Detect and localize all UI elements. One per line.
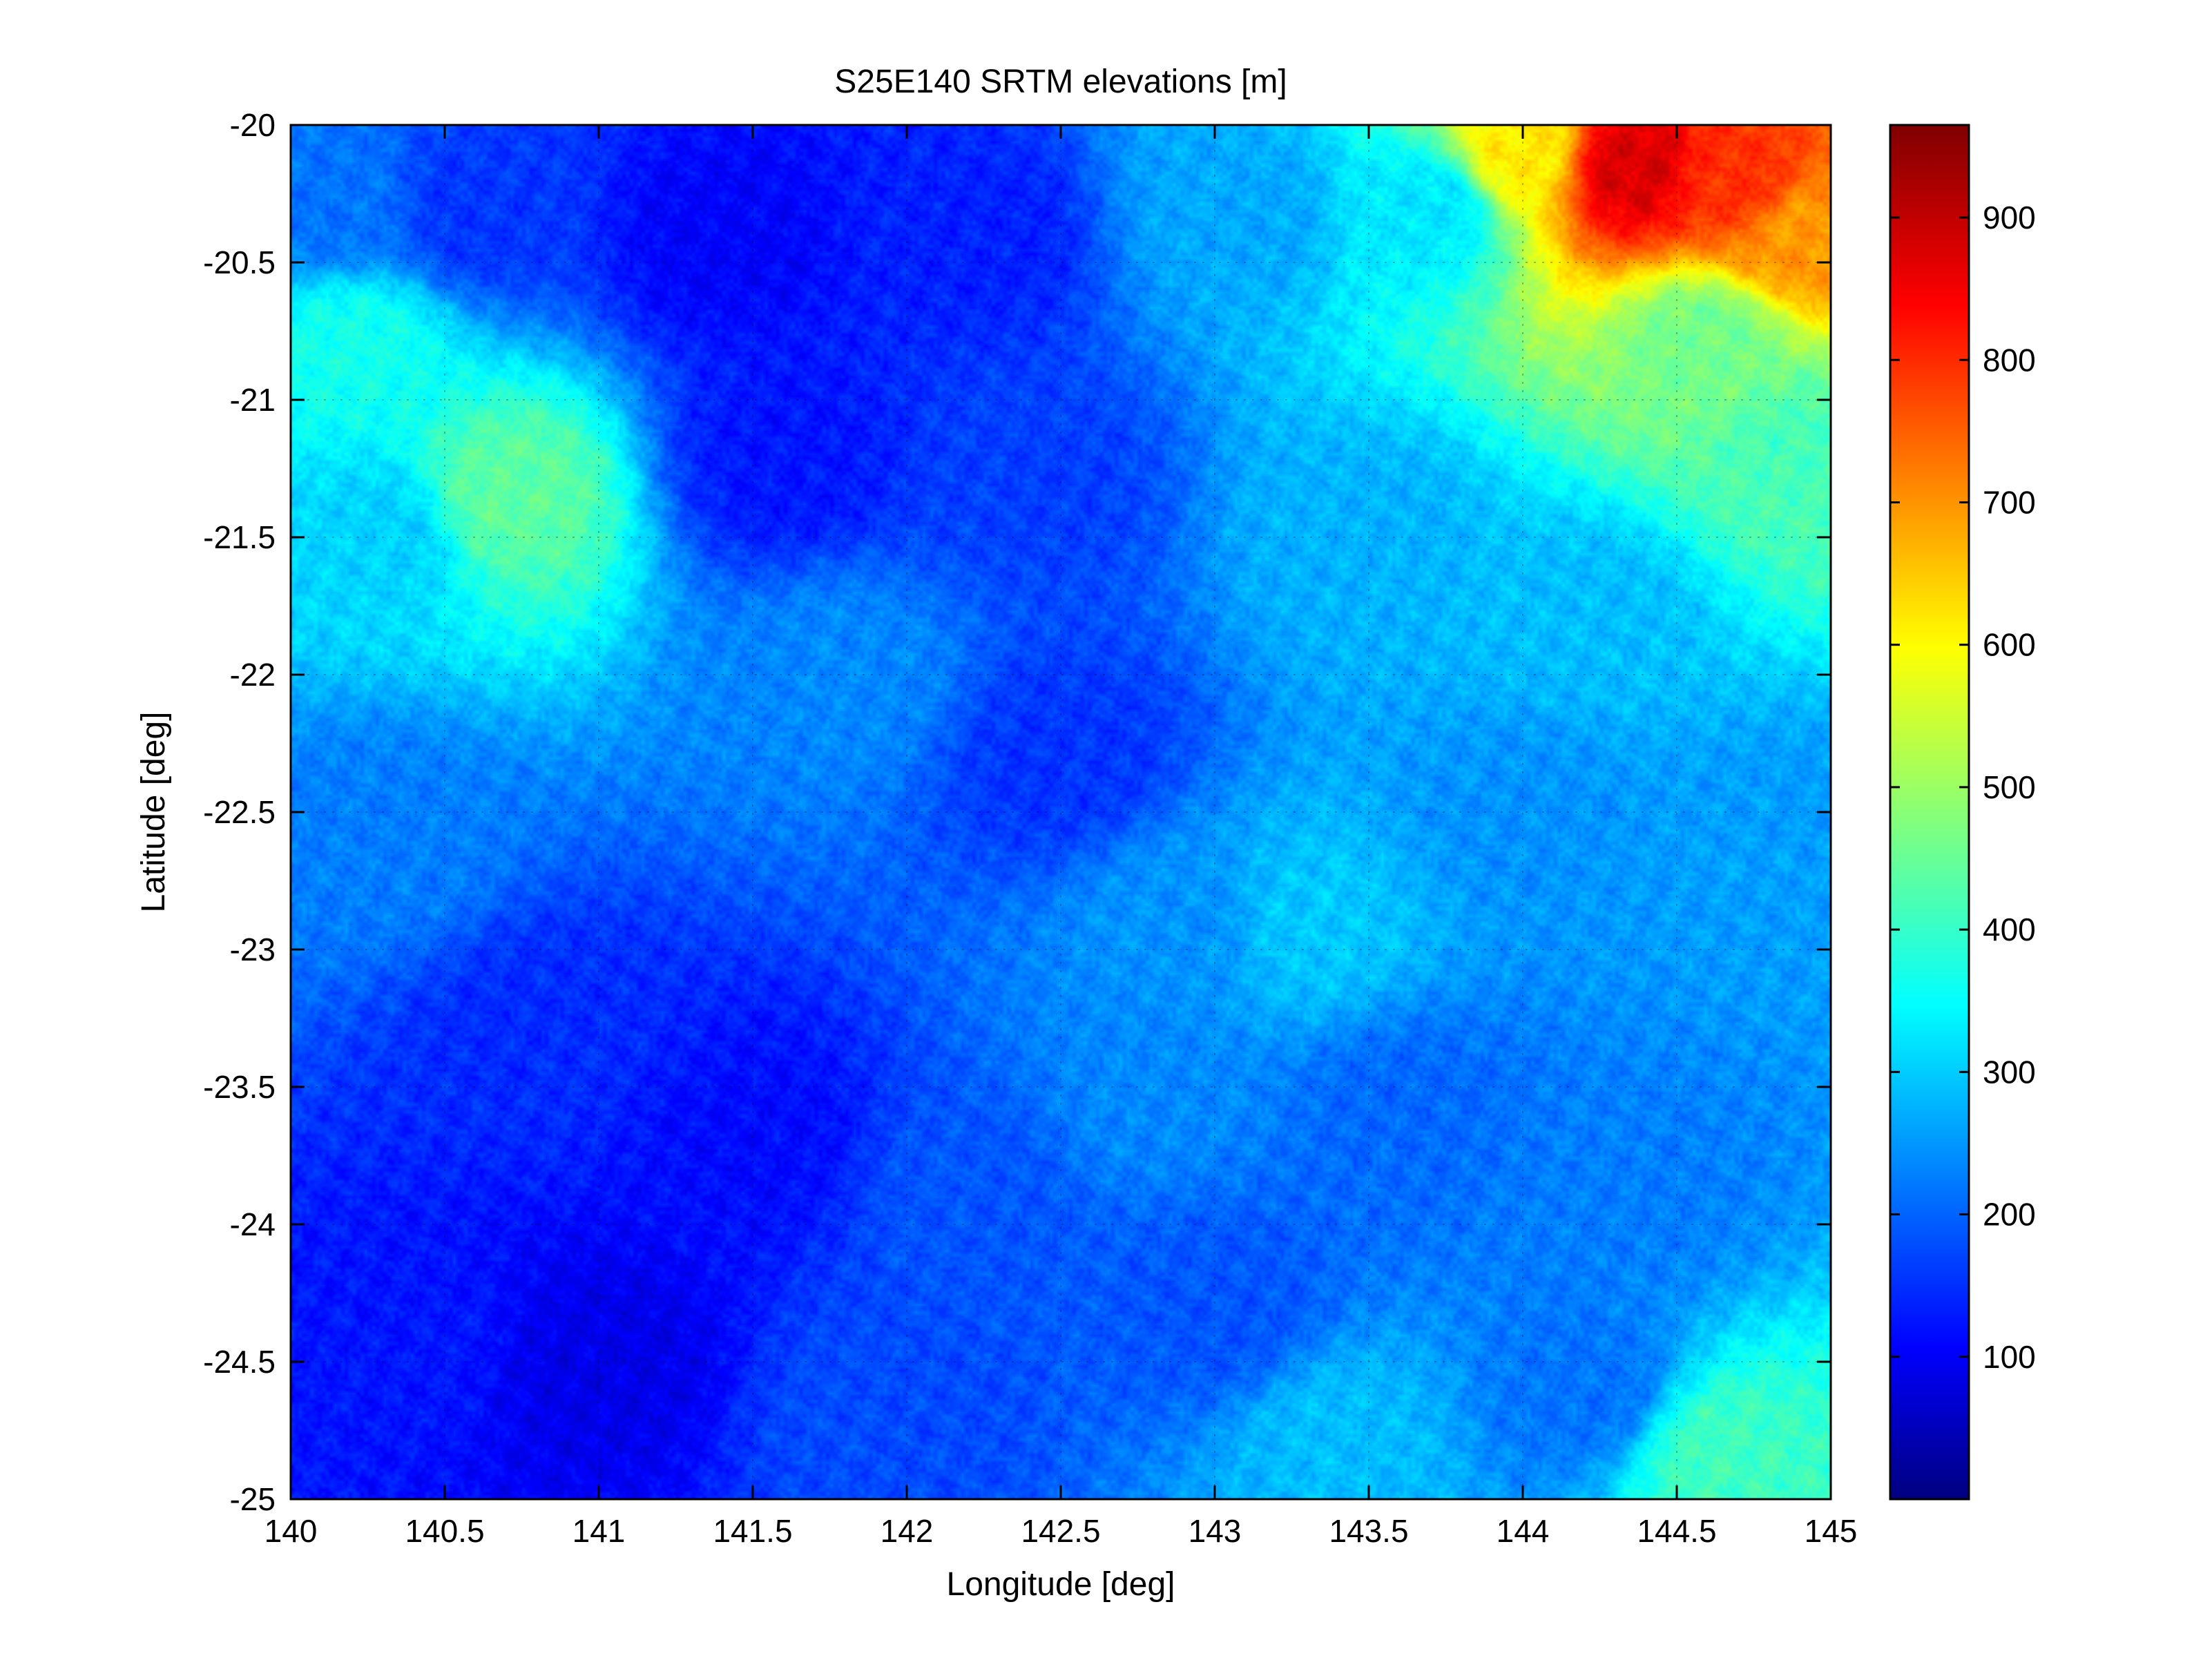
x-tick-label: 143.5 [1329, 1513, 1408, 1549]
colorbar-frame [1889, 124, 1970, 1501]
y-tick-label: -24.5 [203, 1344, 276, 1380]
y-tick-label: -22 [230, 657, 276, 693]
y-axis-ticks: -20 -20.5 -21 -21.5 -22 -22.5 -23 -23.5 -24 -24.5… [203, 107, 1831, 1517]
x-tick-label: 144 [1497, 1513, 1550, 1549]
x-axis-ticks: 140 140.5 141 141.5 142 142.5 143 143.5 144 144.5… [265, 125, 1858, 1549]
y-tick-label: -22.5 [203, 794, 276, 830]
x-tick-label: 141 [573, 1513, 626, 1549]
colorbar-tick-label: 400 [1983, 912, 2036, 947]
colorbar-tick-label: 500 [1983, 769, 2036, 805]
x-tick-label: 141.5 [713, 1513, 792, 1549]
y-tick-label: -24 [230, 1206, 276, 1242]
elevation-heatmap [291, 125, 1831, 1499]
colorbar-tick-label: 300 [1983, 1054, 2036, 1090]
colorbar-tick-label: 700 [1983, 484, 2036, 520]
colorbar-gradient [1890, 125, 1969, 1499]
colorbar: 100 200 300 400 500 600 700 800 900 [1889, 124, 2036, 1501]
y-axis-label: Latitude [deg] [135, 712, 172, 913]
y-tick-label: -23.5 [203, 1069, 276, 1105]
colorbar-tick-label: 200 [1983, 1197, 2036, 1233]
x-tick-label: 143 [1189, 1513, 1242, 1549]
plot-area: 140 140.5 141 141.5 142 142.5 143 143.5 144 144.5… [203, 107, 1857, 1549]
colorbar-ticks: 100 200 300 400 500 600 700 800 900 [1890, 200, 2036, 1375]
y-tick-label: -25 [230, 1481, 276, 1517]
x-tick-label: 142 [881, 1513, 934, 1549]
x-tick-label: 145 [1805, 1513, 1858, 1549]
y-tick-label: -20 [230, 107, 276, 143]
x-axis-label: Longitude [deg] [947, 1566, 1175, 1603]
y-tick-label: -23 [230, 932, 276, 967]
x-tick-label: 140.5 [405, 1513, 484, 1549]
chart-title: S25E140 SRTM elevations [m] [834, 64, 1287, 100]
x-tick-label: 144.5 [1637, 1513, 1716, 1549]
colorbar-tick-label: 800 [1983, 342, 2036, 378]
colorbar-tick-label: 900 [1983, 200, 2036, 235]
y-tick-label: -20.5 [203, 244, 276, 280]
y-tick-label: -21.5 [203, 519, 276, 555]
colorbar-tick-label: 600 [1983, 627, 2036, 663]
colorbar-tick-label: 100 [1983, 1339, 2036, 1375]
x-tick-label: 142.5 [1021, 1513, 1100, 1549]
x-tick-label: 140 [265, 1513, 318, 1549]
y-tick-label: -21 [230, 382, 276, 418]
